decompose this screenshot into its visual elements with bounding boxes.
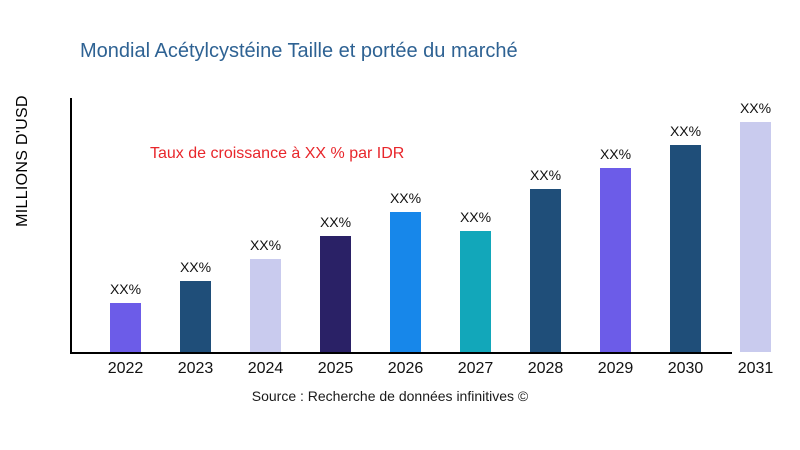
bar-chart: XX% 2022 XX% 2023 XX% 2024 XX% 2025 XX% 2026 XX% 20… — [70, 98, 780, 377]
y-axis-line — [70, 98, 72, 354]
bar-value-label-2022: XX% — [109, 281, 142, 297]
x-tick-label-2023: 2023 — [177, 360, 214, 377]
x-axis-line — [70, 352, 732, 354]
x-tick-label-2028: 2028 — [527, 360, 564, 377]
bar-value-label-2023: XX% — [179, 259, 212, 275]
bar-2025 — [320, 236, 351, 352]
bar-2022 — [110, 303, 141, 352]
x-tick-label-2024: 2024 — [247, 360, 284, 377]
bar-2031 — [740, 122, 771, 352]
bar-value-label-2024: XX% — [249, 237, 282, 253]
bar-2030 — [670, 145, 701, 352]
x-tick-label-2027: 2027 — [457, 360, 494, 377]
x-tick-label-2022: 2022 — [107, 360, 144, 377]
x-tick-label-2026: 2026 — [387, 360, 424, 377]
bar-2024 — [250, 259, 281, 352]
bar-2028 — [530, 189, 561, 352]
bar-2027 — [460, 231, 491, 352]
source-caption: Source : Recherche de données infinitive… — [251, 388, 529, 404]
bar-value-label-2031: XX% — [739, 100, 772, 116]
bar-value-label-2028: XX% — [529, 167, 562, 183]
bar-value-label-2029: XX% — [599, 146, 632, 162]
bar-value-label-2026: XX% — [389, 190, 422, 206]
bar-value-label-2030: XX% — [669, 123, 702, 139]
bar-2029 — [600, 168, 631, 352]
x-tick-label-2030: 2030 — [667, 360, 704, 377]
x-tick-label-2031: 2031 — [737, 360, 774, 377]
bar-value-label-2025: XX% — [319, 214, 352, 230]
y-axis-label: MILLIONS D'USD — [14, 95, 31, 227]
page-title: Mondial Acétylcystéine Taille et portée … — [80, 40, 518, 62]
bar-2023 — [180, 281, 211, 352]
growth-rate-annotation: Taux de croissance à XX % par IDR — [150, 145, 405, 162]
x-tick-label-2025: 2025 — [317, 360, 354, 377]
bar-value-label-2027: XX% — [459, 209, 492, 225]
bar-2026 — [390, 212, 421, 352]
x-tick-label-2029: 2029 — [597, 360, 634, 377]
